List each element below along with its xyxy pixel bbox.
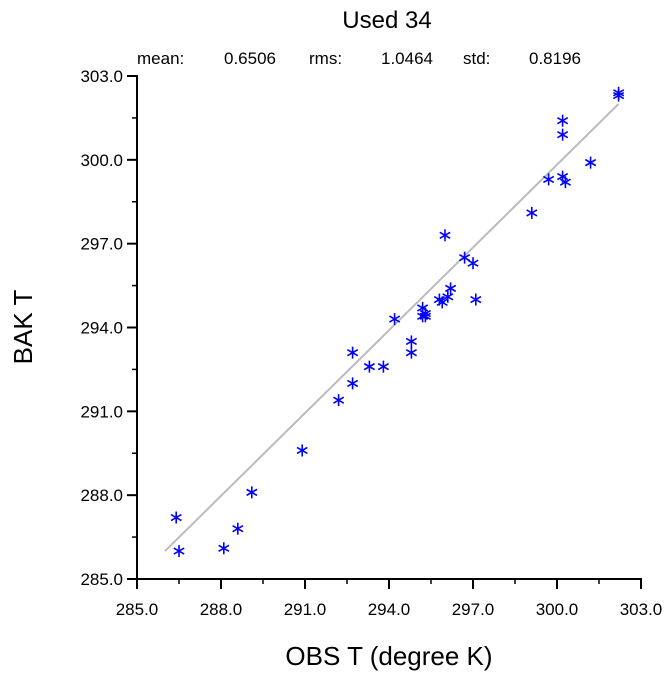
fit-line-group <box>164 103 620 552</box>
data-point <box>405 346 417 359</box>
x-tick-label: 288.0 <box>200 600 243 619</box>
data-point <box>470 293 482 306</box>
x-tick-label: 297.0 <box>452 600 495 619</box>
data-point <box>526 206 538 219</box>
data-point <box>170 511 182 524</box>
data-point <box>296 444 308 457</box>
data-point <box>459 251 471 264</box>
data-point <box>232 522 244 535</box>
data-point <box>585 156 597 169</box>
y-tick-label: 300.0 <box>80 151 123 170</box>
y-axis-label: BAK T <box>8 290 38 365</box>
data-point <box>436 296 448 309</box>
data-point <box>543 173 555 186</box>
x-tick-label: 285.0 <box>116 600 159 619</box>
data-point <box>377 360 389 373</box>
data-point <box>173 545 185 558</box>
data-point <box>557 128 569 141</box>
data-point <box>559 176 571 189</box>
x-tick-label: 291.0 <box>284 600 327 619</box>
x-tick-label: 300.0 <box>536 600 579 619</box>
data-point <box>439 229 451 242</box>
y-tick-label: 291.0 <box>80 402 123 421</box>
axes: 285.0 288.0 291.0 294.0 297.0 300.0 303.0 285.0… <box>80 67 662 619</box>
stat-mean-label: mean: <box>137 49 184 68</box>
data-point <box>347 346 359 359</box>
data-point <box>333 394 345 407</box>
data-point <box>557 114 569 127</box>
stat-rms-label: rms: <box>309 49 342 68</box>
chart-title: Used 34 <box>342 7 431 34</box>
data-point <box>405 335 417 348</box>
y-tick-label: 303.0 <box>80 67 123 86</box>
data-point <box>467 257 479 270</box>
x-tick-label: 303.0 <box>620 600 663 619</box>
stat-std-label: std: <box>463 49 490 68</box>
data-point <box>442 290 454 303</box>
y-tick-label: 288.0 <box>80 486 123 505</box>
data-point <box>417 310 429 323</box>
fit-line <box>164 103 620 552</box>
x-tick-label: 294.0 <box>368 600 411 619</box>
data-point <box>389 313 401 326</box>
data-points <box>170 86 625 558</box>
x-axis-label: OBS T (degree K) <box>285 641 492 671</box>
data-point <box>218 542 230 555</box>
y-tick-label: 294.0 <box>80 319 123 338</box>
stats-line: mean: 0.6506 rms: 1.0464 std: 0.8196 <box>137 49 581 68</box>
data-point <box>613 89 625 102</box>
y-tick-label: 285.0 <box>80 570 123 589</box>
y-tick-label: 297.0 <box>80 235 123 254</box>
data-point <box>347 377 359 390</box>
data-point <box>445 282 457 295</box>
stat-mean-value: 0.6506 <box>224 49 276 68</box>
stat-std-value: 0.8196 <box>529 49 581 68</box>
data-point <box>363 360 375 373</box>
data-point <box>246 486 258 499</box>
stat-rms-value: 1.0464 <box>381 49 433 68</box>
